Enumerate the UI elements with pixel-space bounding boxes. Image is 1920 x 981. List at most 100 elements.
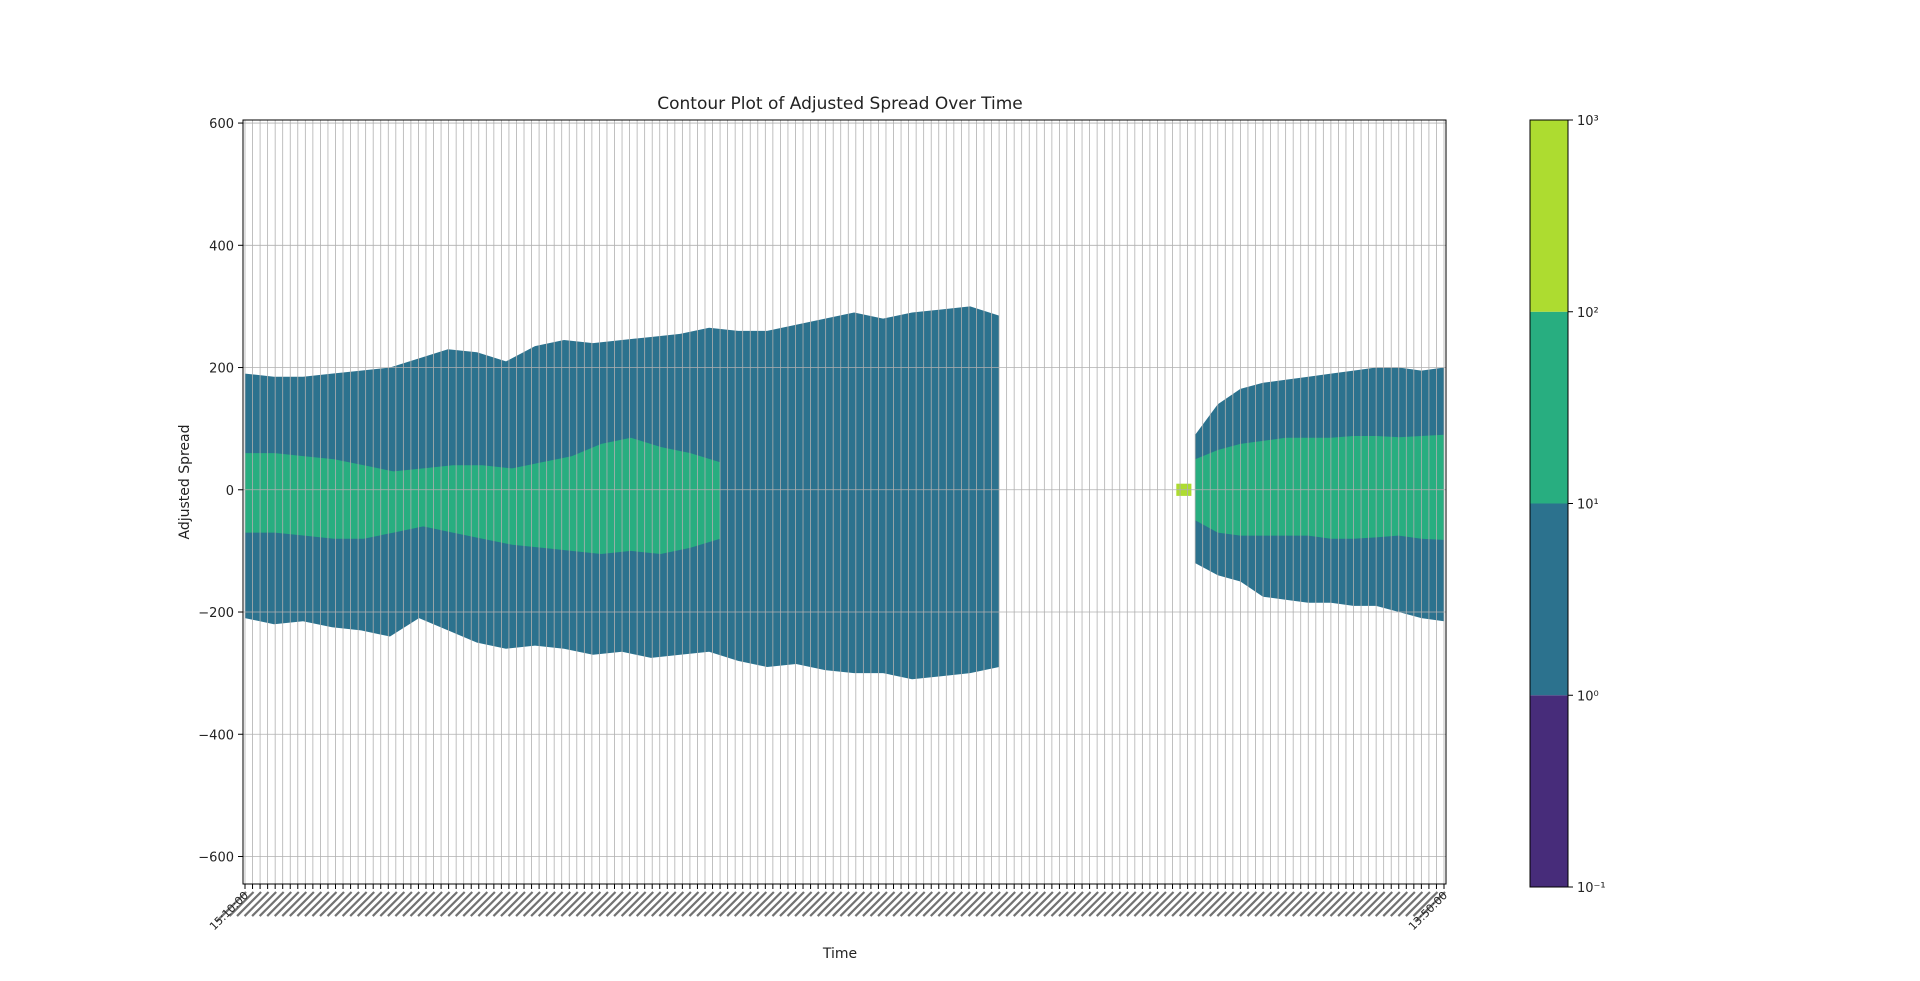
x-tick-label [387,891,413,917]
x-tick-label [1276,891,1303,917]
x-tick-label [945,891,971,917]
x-tick-label [236,891,262,917]
x-tick-label [1405,891,1431,917]
x-tick-label [703,891,730,917]
x-tick-label [409,891,436,917]
y-axis-label: Adjusted Spread [177,424,193,539]
contour-region-1 [245,437,721,554]
y-tick-label: −200 [198,606,234,621]
y-tick-label: 600 [209,117,234,132]
x-tick-label [930,891,956,917]
x-tick-label [809,891,835,917]
x-tick-label [1352,891,1378,917]
x-tick-label [522,891,549,917]
x-tick-label [816,891,843,917]
x-tick-label [1329,891,1356,917]
x-tick-label [914,891,941,917]
x-tick-label [831,891,858,917]
x-tick-label [1012,891,1039,917]
x-tick-label [215,891,247,923]
x-tick-label [1126,891,1152,917]
x-axis: 15:10:00 13:50:00 [207,884,1450,933]
x-tick-label [326,891,353,917]
y-tick-label: 0 [226,484,234,499]
x-tick-label [877,891,903,917]
colorbar-tick-label: 10⁰ [1577,689,1599,704]
x-tick-first-label: 15:10:00 [207,889,251,933]
colorbar-segment [1530,311,1568,504]
x-tick-label [1374,891,1401,917]
x-tick-label [1148,891,1175,917]
x-tick-label [1291,891,1318,917]
colorbar-tick-label: 10³ [1577,114,1599,129]
colorbar-segment [1530,503,1568,696]
x-tick-label [477,891,504,917]
x-tick-label [756,891,783,917]
x-tick-label [1080,891,1107,917]
x-tick-label [952,891,979,917]
colorbar: 10⁻¹ 10⁰ 10¹ 10² 10³ [1529,114,1606,896]
x-tick-label [364,891,391,917]
x-axis-label: Time [822,946,857,962]
x-tick-label [764,891,790,917]
x-tick-label [454,891,481,917]
x-tick-label [417,891,443,917]
x-tick-label [1367,891,1393,917]
x-tick-label [733,891,760,917]
colorbar-tick-label: 10² [1577,306,1599,321]
x-tick-label [379,891,406,917]
x-tick-label [258,891,285,917]
x-tick-label [824,891,851,917]
x-tick-label [990,891,1016,917]
x-tick-label [334,891,360,917]
x-tick-label [552,891,579,917]
y-tick-label: −400 [198,728,234,743]
x-tick-label [628,891,654,917]
x-tick-label [500,891,526,917]
x-tick-label [884,891,911,917]
x-tick-label [1359,891,1386,917]
grid [242,119,1447,885]
x-tick-label [371,891,398,917]
x-tick-label [666,891,692,917]
x-tick-label [296,891,323,917]
x-tick-label [311,891,338,917]
x-tick-label [1186,891,1213,917]
x-tick-label [545,891,572,917]
x-tick-label [960,891,986,917]
x-tick-label [1344,891,1371,917]
plot-frame [242,119,1447,885]
x-tick-label [1035,891,1062,917]
x-tick-label [583,891,609,917]
x-tick-label [967,891,994,917]
x-tick-label [251,891,277,917]
x-tick-label [922,891,949,917]
x-tick-label [304,891,330,917]
x-tick-label [515,891,541,917]
x-tick-label [801,891,828,917]
x-tick-label [1118,891,1145,917]
x-tick-label [696,891,722,917]
x-tick-label [1156,891,1182,917]
x-tick-label [1254,891,1280,917]
x-tick-label [349,891,375,917]
x-tick-label [635,891,662,917]
x-tick-label [1163,891,1190,917]
x-tick-label [462,891,489,917]
x-tick-label [394,891,421,917]
x-tick-label [1397,891,1424,917]
y-tick-label: 400 [209,239,234,254]
x-tick-label [1412,891,1439,917]
x-tick-label [658,891,685,917]
x-tick-label [1216,891,1243,917]
x-tick-label [651,891,677,917]
x-tick-label [718,891,745,917]
x-tick-label [643,891,670,917]
x-tick-label [424,891,451,917]
y-tick-label: 200 [209,362,234,377]
colorbar-segment [1530,695,1568,887]
x-tick-label [228,891,255,917]
x-tick-label [1246,891,1273,917]
x-tick-label [726,891,753,917]
x-tick-label [1209,891,1235,917]
